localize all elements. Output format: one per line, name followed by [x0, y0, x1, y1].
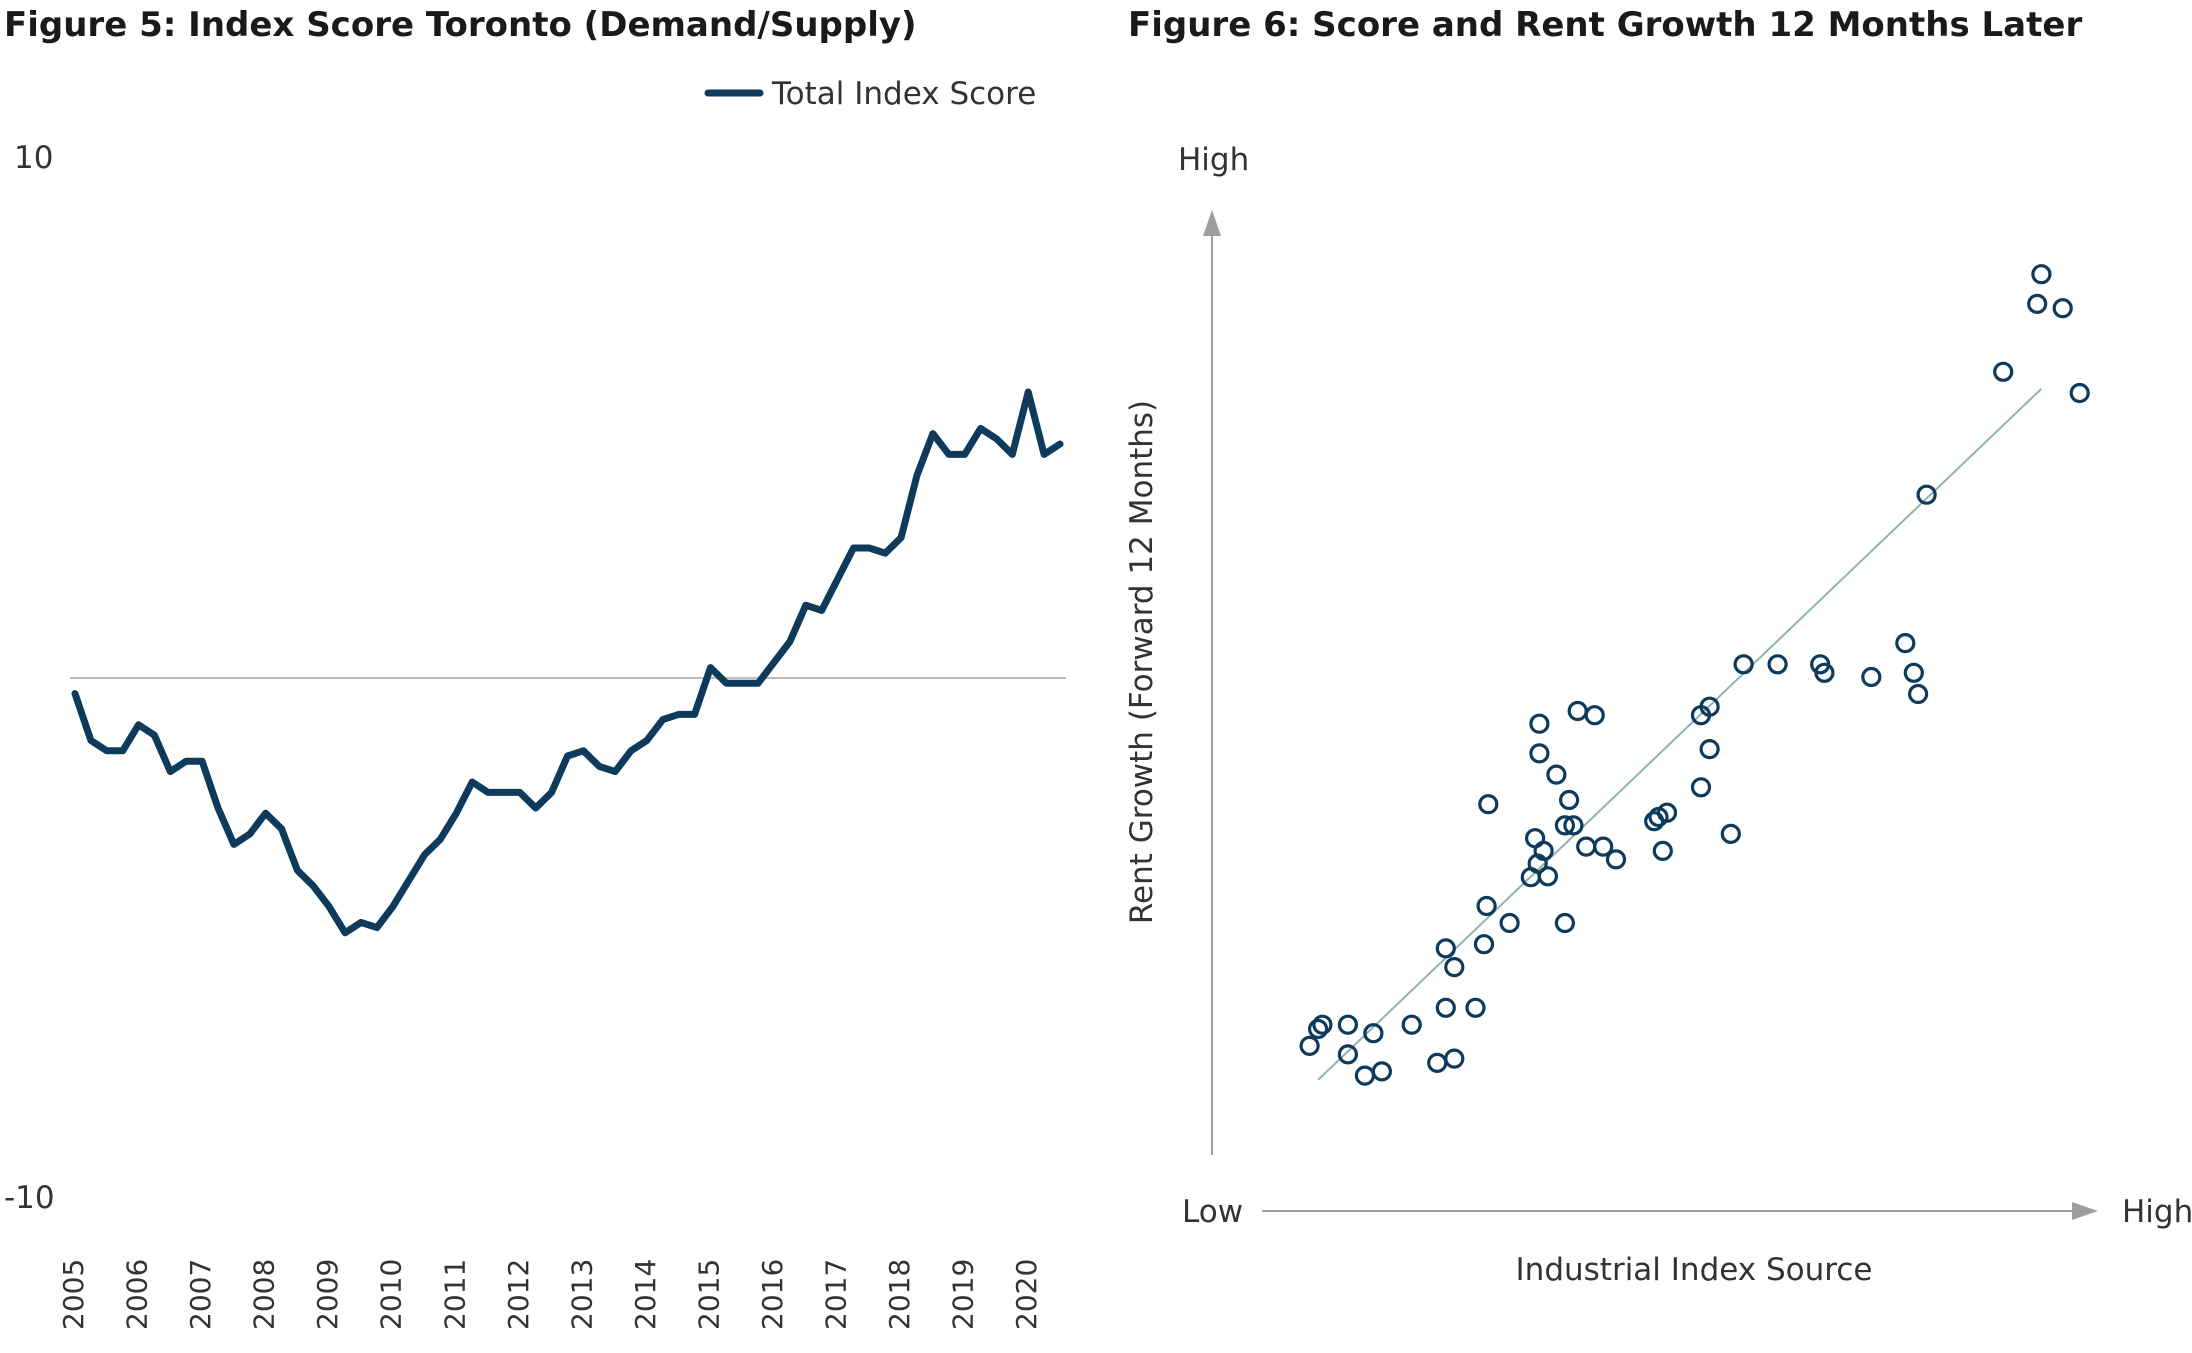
x-tick-label: 2005	[57, 1259, 90, 1330]
scatter-point	[1476, 895, 1497, 917]
scatter-point	[1895, 632, 1916, 654]
x-tick-label: 2011	[438, 1259, 471, 1330]
scatter-point	[1465, 997, 1486, 1018]
x-tick-label: 2010	[375, 1259, 408, 1330]
x-tick-label: 2014	[629, 1259, 662, 1330]
y-axis-arrowhead	[1203, 210, 1221, 236]
scatter-point	[2031, 264, 2052, 285]
scatter-point	[1554, 912, 1576, 934]
x-tick-label: 2015	[692, 1259, 725, 1330]
scatter-point	[1533, 840, 1554, 862]
scatter-point	[1993, 361, 2014, 382]
y-axis-high-label: High	[1178, 142, 1249, 178]
x-tick-label: 2008	[248, 1259, 281, 1330]
scatter-point	[1444, 956, 1465, 978]
x-tick-label: 2006	[121, 1259, 154, 1330]
x-axis-low-label: Low	[1182, 1194, 1243, 1230]
x-tick-label: 2009	[311, 1259, 344, 1330]
scatter-point	[1767, 654, 1788, 675]
scatter-point	[2069, 382, 2090, 404]
scatter-point	[1427, 1052, 1448, 1074]
scatter-point	[1558, 789, 1580, 811]
scatter-point	[1435, 938, 1456, 959]
legend-label: Total Index Score	[771, 76, 1036, 112]
scatter-point	[1299, 1035, 1320, 1057]
x-axis-title: Industrial Index Source	[1516, 1252, 1873, 1288]
figure-5-legend: Total Index Score	[704, 76, 1036, 112]
scatter-point	[1699, 738, 1720, 760]
scatter-point	[2052, 298, 2073, 319]
scatter-point	[1563, 815, 1584, 836]
scatter-point	[1567, 700, 1588, 722]
scatter-point	[1435, 997, 1456, 1018]
scatter-point	[1699, 696, 1720, 717]
scatter-point	[1733, 654, 1754, 675]
scatter-point	[1307, 1018, 1329, 1040]
scatter-point	[1593, 836, 1614, 857]
scatter-point	[1605, 849, 1627, 870]
scatter-point	[1401, 1014, 1422, 1035]
trend-line	[1317, 387, 2043, 1081]
scatter-point	[1720, 823, 1741, 845]
scatter-point	[1907, 683, 1929, 705]
scatter-point	[1656, 802, 1678, 823]
scatter-point	[1529, 743, 1550, 764]
scatter-point	[1529, 713, 1550, 734]
figure-6-title: Figure 6: Score and Rent Growth 12 Month…	[1128, 5, 2082, 45]
x-tick-label: 2007	[184, 1259, 217, 1330]
scatter-point	[1537, 866, 1559, 887]
x-axis-arrowhead	[2072, 1202, 2098, 1220]
x-tick-labels: 2005 2006 2007 2008 2009 2010 2011 2012 2013 2014…	[57, 1259, 1043, 1330]
figure-6: Figure 6: Score and Rent Growth 12 Month…	[1124, 5, 2192, 1288]
x-axis-high-label: High	[2122, 1194, 2192, 1230]
scatter-point	[1861, 666, 1882, 688]
scatter-points	[1299, 264, 2090, 1086]
figure-5: Figure 5: Index Score Toronto (Demand/Su…	[4, 5, 1066, 1330]
y-axis-title: Rent Growth (Forward 12 Months)	[1124, 400, 1160, 924]
x-tick-label: 2013	[565, 1259, 598, 1330]
x-tick-label: 2018	[883, 1259, 916, 1330]
scatter-point	[1814, 662, 1835, 683]
x-tick-label: 2020	[1010, 1259, 1043, 1330]
scatter-point	[1478, 794, 1499, 815]
scatter-point	[1554, 815, 1576, 836]
x-tick-label: 2017	[820, 1259, 853, 1330]
y-tick-label-top: 10	[14, 140, 53, 176]
x-tick-label: 2019	[947, 1259, 980, 1330]
y-tick-label-bottom: -10	[4, 1180, 55, 1216]
scatter-point	[1371, 1061, 1393, 1082]
scatter-point	[1337, 1014, 1359, 1035]
scatter-point	[1903, 662, 1924, 683]
scatter-point	[1584, 705, 1605, 726]
x-tick-label: 2012	[502, 1259, 535, 1330]
scatter-point	[1690, 777, 1712, 798]
scatter-point	[1916, 484, 1937, 505]
scatter-point	[1363, 1023, 1384, 1044]
figure-5-title: Figure 5: Index Score Toronto (Demand/Su…	[4, 5, 917, 45]
scatter-point	[1546, 764, 1567, 785]
scatter-point	[1337, 1044, 1359, 1065]
scatter-point	[1576, 836, 1597, 857]
scatter-point	[1499, 912, 1520, 934]
scatter-point	[1444, 1048, 1465, 1069]
x-tick-label: 2016	[756, 1259, 789, 1330]
scatter-point	[1652, 840, 1673, 862]
scatter-point	[1312, 1014, 1333, 1035]
scatter-point	[1473, 934, 1495, 955]
scatter-point	[2027, 293, 2048, 314]
series-line-total-index-score	[71, 388, 1064, 937]
scatter-point	[1354, 1065, 1376, 1086]
